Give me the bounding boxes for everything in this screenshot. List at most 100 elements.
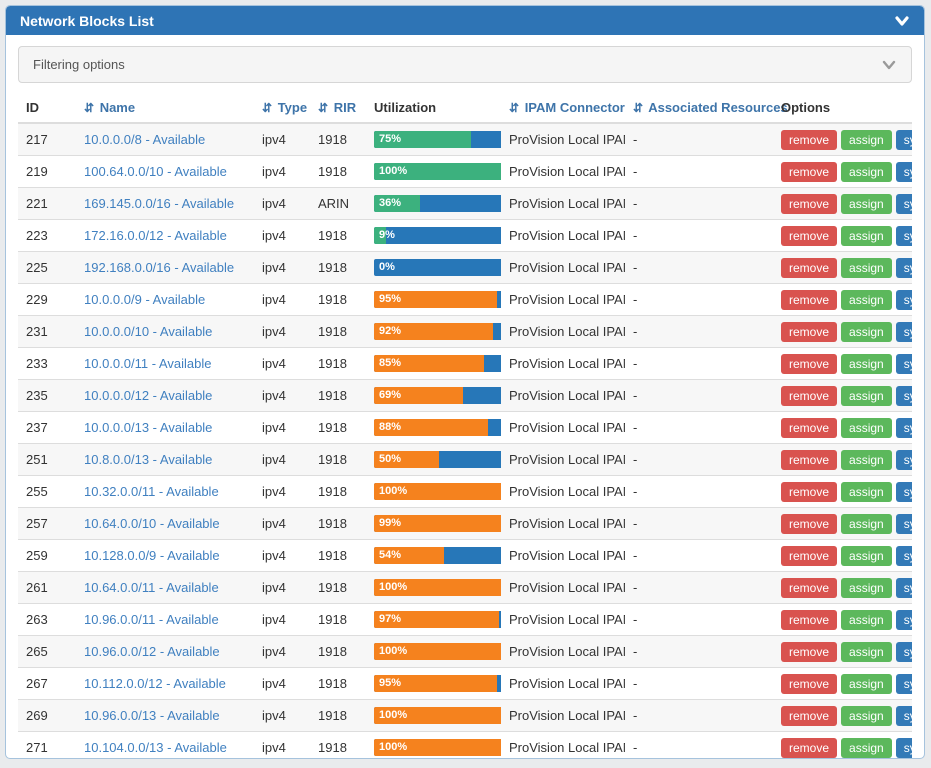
block-name-link[interactable]: 10.32.0.0/11 - Available — [84, 484, 219, 499]
block-name-link[interactable]: 10.64.0.0/10 - Available — [84, 516, 220, 531]
sync-button[interactable]: sync — [895, 545, 912, 566]
remove-button[interactable]: remove — [781, 225, 838, 246]
assign-button[interactable]: assign — [841, 577, 892, 598]
sync-button[interactable]: sync — [895, 513, 912, 534]
column-header-type[interactable]: ⇵ Type — [254, 92, 310, 124]
block-name-link[interactable]: 10.64.0.0/11 - Available — [84, 580, 219, 595]
sync-button[interactable]: sync — [895, 161, 912, 182]
sync-button[interactable]: sync — [895, 673, 912, 694]
assign-button[interactable]: assign — [841, 481, 892, 502]
sync-button[interactable]: sync — [895, 417, 912, 438]
remove-button[interactable]: remove — [781, 737, 838, 758]
cell-rir: 1918 — [310, 603, 366, 636]
remove-button[interactable]: remove — [781, 545, 838, 566]
remove-button[interactable]: remove — [781, 705, 838, 726]
sync-button[interactable]: sync — [895, 737, 912, 758]
block-name-link[interactable]: 10.128.0.0/9 - Available — [84, 548, 220, 563]
utilization-percent-label: 75% — [379, 133, 402, 145]
assign-button[interactable]: assign — [841, 129, 892, 150]
sort-link-name[interactable]: ⇵ Name — [84, 100, 135, 115]
assign-button[interactable]: assign — [841, 289, 892, 310]
sync-button[interactable]: sync — [895, 385, 912, 406]
cell-rir: 1918 — [310, 699, 366, 732]
block-name-link[interactable]: 10.96.0.0/12 - Available — [84, 644, 220, 659]
block-name-link[interactable]: 169.145.0.0/16 - Available — [84, 196, 235, 211]
block-name-link[interactable]: 10.0.0.0/12 - Available — [84, 388, 213, 403]
assign-button[interactable]: assign — [841, 321, 892, 342]
chevron-down-icon[interactable] — [894, 14, 910, 28]
remove-button[interactable]: remove — [781, 353, 838, 374]
assign-button[interactable]: assign — [841, 737, 892, 758]
sync-button[interactable]: sync — [895, 481, 912, 502]
remove-button[interactable]: remove — [781, 321, 838, 342]
sync-button[interactable]: sync — [895, 289, 912, 310]
remove-button[interactable]: remove — [781, 161, 838, 182]
sync-button[interactable]: sync — [895, 705, 912, 726]
assign-button[interactable]: assign — [841, 161, 892, 182]
cell-utilization: 9% — [366, 219, 501, 252]
assign-button[interactable]: assign — [841, 545, 892, 566]
block-name-link[interactable]: 10.104.0.0/13 - Available — [84, 740, 227, 755]
assign-button[interactable]: assign — [841, 225, 892, 246]
sync-button[interactable]: sync — [895, 193, 912, 214]
remove-button[interactable]: remove — [781, 577, 838, 598]
sync-button[interactable]: sync — [895, 353, 912, 374]
block-name-link[interactable]: 10.112.0.0/12 - Available — [84, 676, 226, 691]
block-name-link[interactable]: 10.0.0.0/8 - Available — [84, 132, 206, 147]
block-name-link[interactable]: 100.64.0.0/10 - Available — [84, 164, 227, 179]
column-header-name[interactable]: ⇵ Name — [76, 92, 254, 124]
sort-link-type[interactable]: ⇵ Type — [262, 100, 307, 115]
sort-link-assoc[interactable]: ⇵ Associated Resources — [633, 100, 788, 115]
sync-button[interactable]: sync — [895, 449, 912, 470]
sort-link-ipam[interactable]: ⇵ IPAM Connector — [509, 100, 625, 115]
remove-button[interactable]: remove — [781, 289, 838, 310]
remove-button[interactable]: remove — [781, 193, 838, 214]
block-name-link[interactable]: 10.96.0.0/13 - Available — [84, 708, 220, 723]
sync-button[interactable]: sync — [895, 577, 912, 598]
remove-button[interactable]: remove — [781, 513, 838, 534]
column-header-ipam[interactable]: ⇵ IPAM Connector — [501, 92, 625, 124]
block-name-link[interactable]: 10.0.0.0/11 - Available — [84, 356, 212, 371]
assign-button[interactable]: assign — [841, 641, 892, 662]
cell-type: ipv4 — [254, 731, 310, 758]
remove-button[interactable]: remove — [781, 385, 838, 406]
assign-button[interactable]: assign — [841, 609, 892, 630]
block-name-link[interactable]: 192.168.0.0/16 - Available — [84, 260, 235, 275]
utilization-bar: 69% — [374, 387, 501, 404]
remove-button[interactable]: remove — [781, 641, 838, 662]
remove-button[interactable]: remove — [781, 449, 838, 470]
sync-button[interactable]: sync — [895, 641, 912, 662]
sync-button[interactable]: sync — [895, 609, 912, 630]
assign-button[interactable]: assign — [841, 673, 892, 694]
remove-button[interactable]: remove — [781, 417, 838, 438]
block-name-link[interactable]: 10.8.0.0/13 - Available — [84, 452, 213, 467]
remove-button[interactable]: remove — [781, 481, 838, 502]
assign-button[interactable]: assign — [841, 417, 892, 438]
sort-link-rir[interactable]: ⇵ RIR — [318, 100, 356, 115]
assign-button[interactable]: assign — [841, 385, 892, 406]
block-name-link[interactable]: 10.0.0.0/10 - Available — [84, 324, 213, 339]
cell-type: ipv4 — [254, 539, 310, 572]
assign-button[interactable]: assign — [841, 257, 892, 278]
assign-button[interactable]: assign — [841, 353, 892, 374]
cell-name: 10.0.0.0/13 - Available — [76, 411, 254, 444]
assign-button[interactable]: assign — [841, 449, 892, 470]
filtering-options-toggle[interactable]: Filtering options — [18, 46, 912, 83]
assign-button[interactable]: assign — [841, 513, 892, 534]
remove-button[interactable]: remove — [781, 129, 838, 150]
assign-button[interactable]: assign — [841, 705, 892, 726]
remove-button[interactable]: remove — [781, 673, 838, 694]
sync-button[interactable]: sync — [895, 321, 912, 342]
sync-button[interactable]: sync — [895, 129, 912, 150]
remove-button[interactable]: remove — [781, 257, 838, 278]
column-header-assoc[interactable]: ⇵ Associated Resources — [625, 92, 788, 124]
column-header-rir[interactable]: ⇵ RIR — [310, 92, 366, 124]
sync-button[interactable]: sync — [895, 225, 912, 246]
block-name-link[interactable]: 10.96.0.0/11 - Available — [84, 612, 219, 627]
sync-button[interactable]: sync — [895, 257, 912, 278]
assign-button[interactable]: assign — [841, 193, 892, 214]
block-name-link[interactable]: 172.16.0.0/12 - Available — [84, 228, 227, 243]
block-name-link[interactable]: 10.0.0.0/13 - Available — [84, 420, 213, 435]
remove-button[interactable]: remove — [781, 609, 838, 630]
block-name-link[interactable]: 10.0.0.0/9 - Available — [84, 292, 206, 307]
